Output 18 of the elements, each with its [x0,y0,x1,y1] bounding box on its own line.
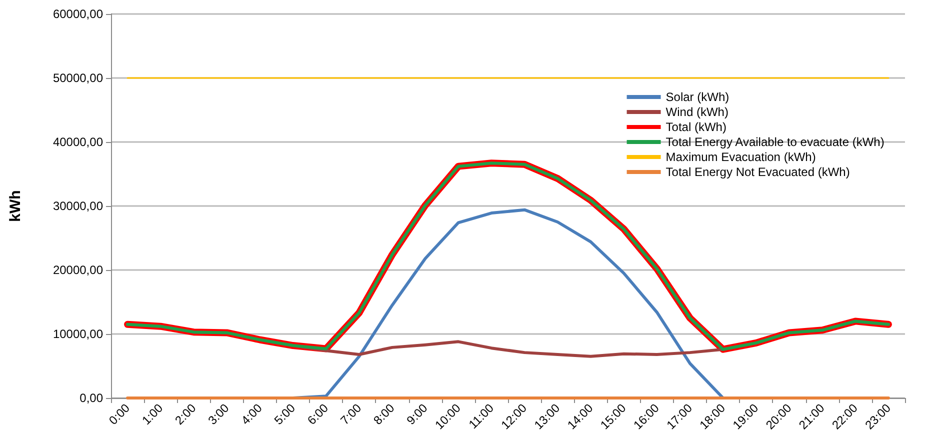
y-tick-label: 60000,00 [52,7,104,21]
legend-label: Maximum Evacuation (kWh) [666,150,816,164]
y-tick-label: 50000,00 [52,71,104,85]
x-tick-label: 0:00 [106,400,133,428]
legend-label: Total (kWh) [666,120,726,134]
x-tick-label: 4:00 [238,400,266,428]
y-tick-label: 20000,00 [52,263,104,277]
y-tick-label: 30000,00 [52,199,104,213]
y-tick-label: 10000,00 [52,327,104,341]
x-tick-label: 6:00 [304,400,332,428]
y-tick-label: 0,00 [80,391,104,405]
x-tick-label: 7:00 [338,400,364,428]
legend-label: Total Energy Available to evacuate (kWh) [666,135,884,149]
y-axis-title: kWh [7,190,24,222]
legend-label: Solar (kWh) [666,90,730,104]
legend-label: Wind (kWh) [666,105,728,119]
legend-label: Total Energy Not Evacuated (kWh) [666,165,850,179]
y-tick-label: 40000,00 [52,135,104,149]
